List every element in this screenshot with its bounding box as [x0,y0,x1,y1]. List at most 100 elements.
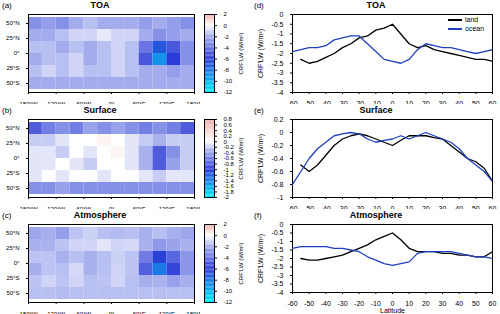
svg-text:10: 10 [405,100,413,104]
svg-text:-10: -10 [224,78,233,84]
svg-text:60°E: 60°E [133,311,146,314]
svg-text:-2: -2 [224,244,230,250]
svg-text:-0.4: -0.4 [271,155,283,162]
svg-text:0: 0 [280,129,284,136]
svg-text:40: 40 [455,205,463,209]
svg-text:-30: -30 [337,205,347,209]
svg-text:-60: -60 [287,205,297,209]
svg-text:60: 60 [489,300,497,307]
svg-text:25°N: 25°N [6,35,19,41]
svg-text:0°: 0° [14,155,20,161]
svg-text:-50: -50 [304,300,314,307]
svg-text:-3: -3 [277,69,283,76]
svg-text:-40: -40 [321,205,331,209]
svg-text:25°S: 25°S [6,275,19,281]
svg-text:-3: -3 [277,272,283,279]
svg-text:CRF′LW (W/m²): CRF′LW (W/m²) [257,234,265,283]
svg-text:10: 10 [405,205,413,209]
svg-text:-1: -1 [277,30,283,37]
svg-text:CRF′LW (W/m²): CRF′LW (W/m²) [238,32,244,74]
svg-text:0: 0 [391,100,395,104]
svg-text:-10: -10 [224,288,233,294]
svg-text:-0.8: -0.8 [271,181,283,188]
svg-text:0°: 0° [14,50,20,56]
svg-text:CRF′LW (W/m²): CRF′LW (W/m²) [257,134,265,183]
svg-text:20: 20 [422,205,430,209]
svg-text:-0.2: -0.2 [271,142,283,149]
svg-text:10: 10 [405,300,413,307]
svg-text:30: 30 [439,100,447,104]
svg-text:25°N: 25°N [6,140,19,146]
svg-text:50: 50 [472,205,480,209]
svg-text:-10: -10 [371,100,381,104]
svg-text:30: 30 [439,300,447,307]
svg-text:60°W: 60°W [76,206,91,209]
svg-text:CRF′LW (W/m²): CRF′LW (W/m²) [238,242,244,284]
svg-text:-1: -1 [277,194,283,201]
svg-text:0: 0 [224,23,228,29]
svg-text:-20: -20 [354,205,364,209]
svg-text:-10: -10 [371,205,381,209]
svg-text:0: 0 [280,221,284,228]
svg-text:180°W: 180°W [19,101,37,104]
svg-text:-2: -2 [277,50,283,57]
svg-text:-2: -2 [224,194,230,200]
svg-text:0: 0 [224,233,228,239]
svg-text:-30: -30 [337,100,347,104]
svg-text:-1.5: -1.5 [271,246,283,253]
svg-text:-8: -8 [224,67,230,73]
svg-text:25°S: 25°S [6,170,19,176]
svg-text:-50: -50 [304,205,314,209]
svg-text:120°E: 120°E [159,206,175,209]
svg-text:-2: -2 [277,255,283,262]
svg-text:-2.5: -2.5 [271,263,283,270]
svg-text:-8: -8 [224,277,230,283]
svg-text:180°W: 180°W [19,311,37,314]
svg-text:40: 40 [455,300,463,307]
svg-text:Latitude: Latitude [380,307,405,314]
svg-text:120°W: 120°W [47,311,65,314]
svg-text:120°E: 120°E [159,311,175,314]
svg-text:60°E: 60°E [133,206,146,209]
svg-text:20: 20 [422,100,430,104]
svg-text:60°E: 60°E [133,101,146,104]
svg-text:50: 50 [472,100,480,104]
svg-text:120°W: 120°W [47,206,65,209]
svg-text:-2: -2 [224,34,230,40]
svg-text:-12: -12 [224,299,233,305]
svg-text:-2.5: -2.5 [271,59,283,66]
svg-text:2: 2 [224,221,228,227]
svg-text:-4: -4 [277,289,283,296]
svg-text:2: 2 [224,11,228,17]
svg-text:180°W: 180°W [19,206,37,209]
svg-text:-0.5: -0.5 [271,20,283,27]
svg-text:-60: -60 [287,100,297,104]
svg-text:60: 60 [489,205,497,209]
svg-text:180°E: 180°E [186,206,200,209]
svg-text:20: 20 [422,300,430,307]
svg-text:40: 40 [455,100,463,104]
svg-text:120°W: 120°W [47,101,65,104]
svg-text:-1: -1 [277,238,283,245]
svg-text:-12: -12 [224,89,233,95]
svg-text:0: 0 [391,205,395,209]
svg-text:-20: -20 [354,300,364,307]
svg-text:-20: -20 [354,100,364,104]
svg-text:50°N: 50°N [6,20,19,26]
svg-text:-0.6: -0.6 [271,168,283,175]
svg-text:-6: -6 [224,266,230,272]
svg-text:-0.5: -0.5 [271,229,283,236]
svg-text:60°W: 60°W [76,311,91,314]
svg-text:50°N: 50°N [6,230,19,236]
svg-text:-4: -4 [277,89,283,96]
svg-text:25°S: 25°S [6,65,19,71]
svg-text:60°W: 60°W [76,101,91,104]
svg-text:25°N: 25°N [6,245,19,251]
svg-text:-1.5: -1.5 [271,40,283,47]
svg-text:0°: 0° [109,101,115,104]
svg-text:-3.5: -3.5 [271,79,283,86]
svg-text:-30: -30 [337,300,347,307]
svg-text:30: 30 [439,205,447,209]
svg-text:50°N: 50°N [6,125,19,131]
svg-text:50: 50 [472,300,480,307]
